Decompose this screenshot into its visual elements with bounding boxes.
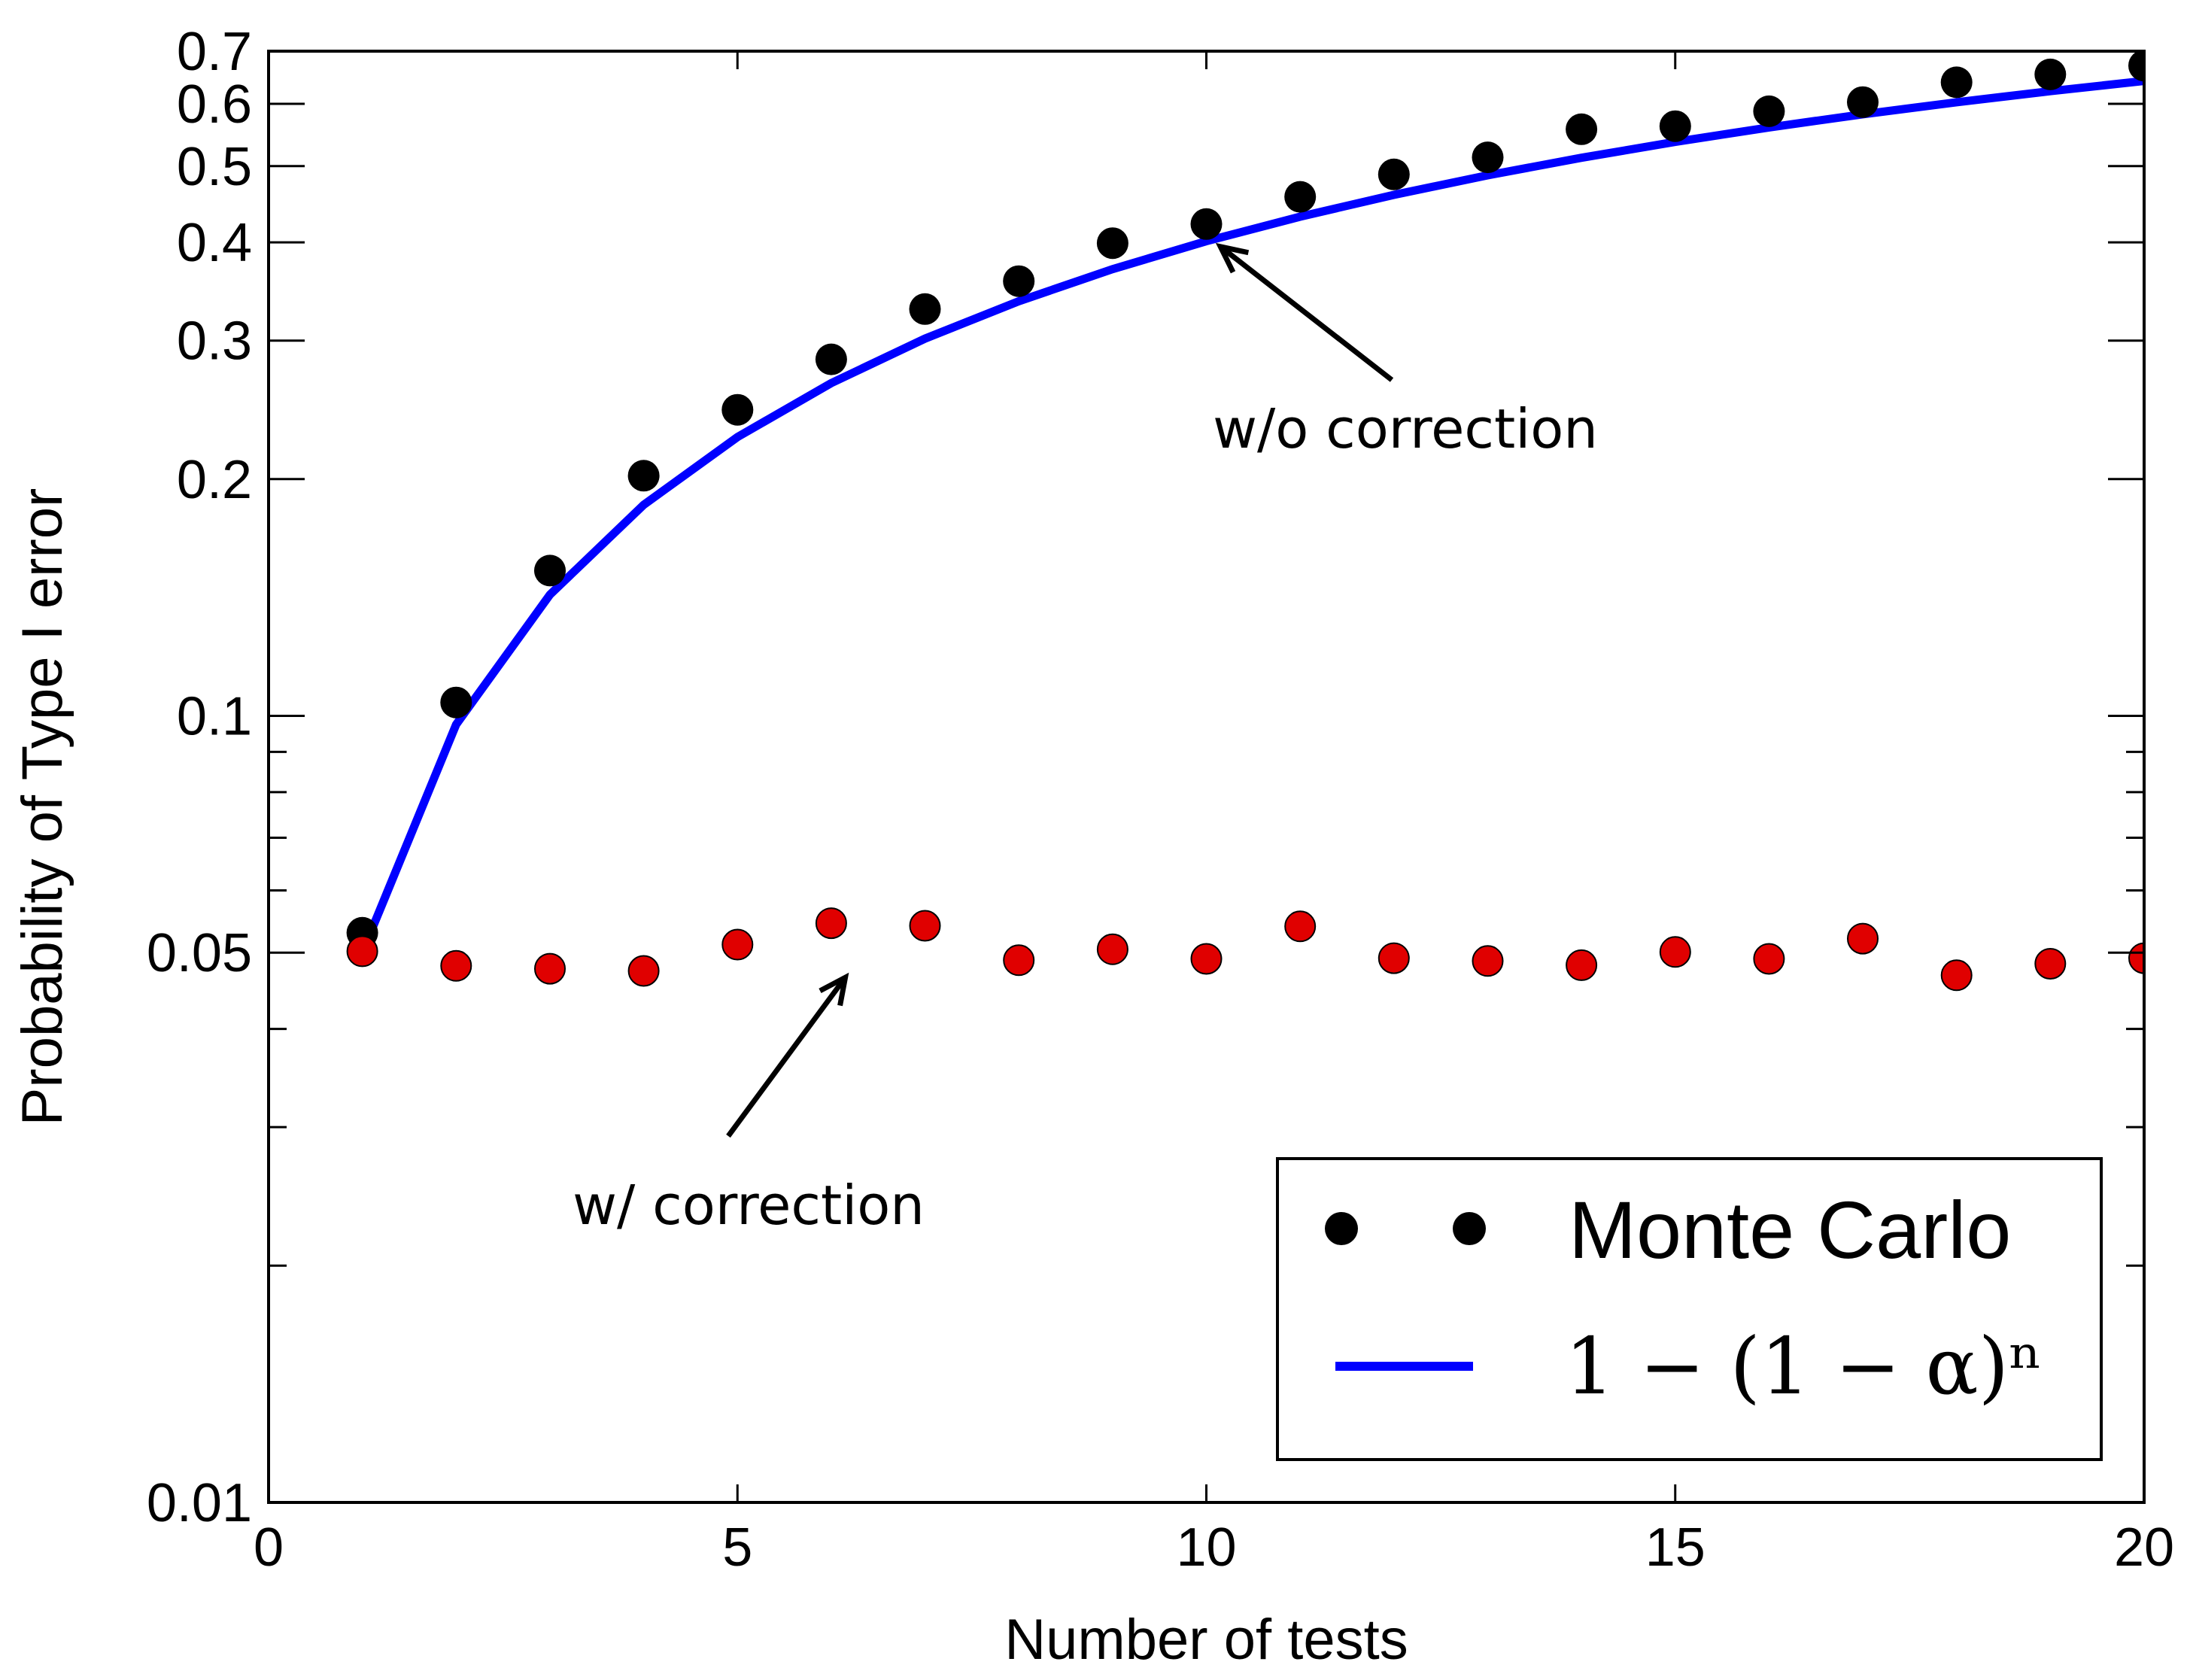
data-point-corrected [2128, 942, 2144, 974]
data-point-monte-carlo [1003, 265, 1035, 297]
data-point-monte-carlo [1847, 86, 1879, 118]
data-point-monte-carlo [534, 554, 566, 587]
y-tick-label: 0.7 [177, 22, 252, 82]
x-tick-label: 20 [2114, 1517, 2174, 1578]
data-point-corrected [1659, 936, 1691, 968]
annotation-label: w/o correction [1213, 397, 1598, 460]
y-axis-label: Probability of Type I error [11, 488, 74, 1126]
data-point-corrected [1472, 945, 1504, 977]
data-point-corrected [1940, 959, 1973, 992]
data-point-monte-carlo [1284, 181, 1317, 213]
legend-marker-dot [1453, 1212, 1486, 1245]
legend-box [1276, 1157, 2103, 1461]
series-line-theory [358, 77, 2144, 955]
data-point-monte-carlo [721, 393, 754, 426]
data-point-corrected [440, 949, 472, 982]
data-point-monte-carlo [440, 686, 472, 718]
y-tick-label: 0.2 [177, 450, 252, 510]
data-point-corrected [1847, 922, 1879, 955]
y-tick-label: 0.6 [177, 74, 252, 135]
data-point-monte-carlo [1659, 110, 1691, 142]
x-axis-label: Number of tests [1004, 1608, 1408, 1672]
data-point-corrected [1284, 910, 1317, 943]
data-point-corrected [2034, 948, 2067, 980]
annotation-arrow [1219, 245, 1394, 382]
data-point-corrected [346, 935, 378, 968]
annotation-arrow [726, 976, 848, 1138]
x-tick-label: 5 [722, 1517, 752, 1578]
y-tick-label: 0.01 [147, 1473, 252, 1533]
data-point-corrected [1190, 943, 1223, 975]
legend-marker-dot [1325, 1212, 1358, 1245]
y-tick-label: 0.05 [147, 923, 252, 983]
x-tick-label: 15 [1645, 1517, 1706, 1578]
data-point-monte-carlo [2034, 58, 2067, 90]
x-tick-label: 0 [254, 1517, 284, 1578]
y-tick-label: 0.4 [177, 213, 252, 273]
data-point-monte-carlo [815, 343, 847, 375]
y-tick-label: 0.1 [177, 687, 252, 747]
annotation-label: w/ correction [573, 1174, 925, 1237]
data-point-monte-carlo [627, 460, 660, 492]
data-point-corrected [534, 952, 566, 985]
data-point-monte-carlo [1940, 66, 1973, 99]
legend-label-monte-carlo: Monte Carlo [1569, 1184, 2011, 1275]
data-point-monte-carlo [1472, 141, 1504, 174]
data-point-corrected [721, 928, 754, 961]
x-tick-label: 10 [1176, 1517, 1236, 1578]
data-point-corrected [627, 955, 660, 987]
data-point-monte-carlo [2128, 51, 2144, 82]
data-point-monte-carlo [1378, 158, 1410, 190]
data-point-monte-carlo [909, 293, 941, 325]
data-point-corrected [1096, 933, 1128, 965]
data-point-monte-carlo [1096, 227, 1128, 260]
y-tick-label: 0.3 [177, 311, 252, 372]
data-point-corrected [815, 907, 847, 940]
annotation-arrowhead [1215, 242, 1250, 274]
data-point-corrected [1753, 943, 1785, 975]
y-tick-label: 0.5 [177, 137, 252, 197]
data-point-monte-carlo [1566, 113, 1598, 145]
data-point-monte-carlo [1190, 208, 1223, 240]
data-point-corrected [1566, 949, 1598, 981]
annotation-arrowhead [819, 972, 849, 1007]
data-point-corrected [909, 910, 941, 942]
data-point-corrected [1378, 942, 1410, 974]
data-point-corrected [1003, 944, 1035, 977]
legend-label-formula: 1 − (1 − α)ⁿ [1565, 1320, 2043, 1412]
data-point-monte-carlo [1753, 95, 1785, 127]
